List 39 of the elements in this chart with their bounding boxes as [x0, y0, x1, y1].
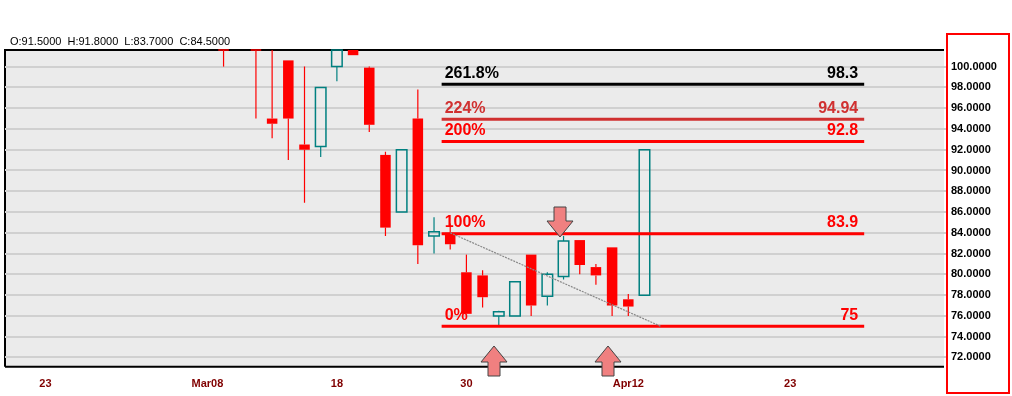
x-tick-label: 30 [460, 377, 473, 390]
annotation: 100% [444, 213, 486, 231]
y-tick-label: 94.0000 [951, 121, 991, 134]
ref-line-label: 75 [840, 305, 859, 323]
y-tick-label: 96.0000 [951, 101, 991, 114]
annotation: 261.8% [444, 63, 499, 81]
x-tick-label: Apr12 [612, 377, 644, 390]
x-tick-label: 23 [39, 377, 52, 390]
y-tick-label: 80.0000 [951, 267, 991, 280]
y-tick-label: 72.0000 [951, 350, 991, 363]
text: O:91.5000 H:91.8000 L:83.7000 C:84.5000 [10, 34, 231, 47]
candlestick [249, 49, 262, 120]
candlestick [428, 216, 441, 255]
x-tick-label: 23 [784, 377, 797, 390]
annotation: 200% [444, 120, 486, 138]
y-tick-label: 78.0000 [951, 288, 991, 301]
annotation: 224% [444, 98, 486, 116]
candlestick [590, 263, 602, 286]
y-tick-label: 82.0000 [951, 246, 991, 259]
candlestick [266, 49, 278, 139]
ref-line-label: 83.9 [827, 213, 859, 231]
x-tick-label: 18 [330, 377, 344, 390]
y-tick-label: 88.0000 [951, 184, 991, 197]
x-tick-label: Mar08 [191, 377, 224, 390]
candlestick [412, 88, 424, 265]
ref-line-label: 94.94 [818, 98, 859, 116]
y-tick-label: 90.0000 [951, 163, 991, 176]
y-tick-label: 74.0000 [951, 329, 991, 342]
y-tick-label: 84.0000 [951, 225, 991, 238]
ref-line-label: 98.3 [827, 63, 859, 81]
y-tick-label: 92.0000 [951, 142, 991, 155]
candlestick [606, 247, 618, 317]
ref-line-label: 92.8 [827, 120, 859, 138]
y-tick-label: 98.0000 [951, 80, 991, 93]
y-tick-label: 76.0000 [951, 308, 991, 321]
candlestick [283, 60, 294, 161]
y-tick-label: 100.0000 [951, 59, 997, 72]
y-tick-label: 86.0000 [951, 205, 991, 218]
candlestick [299, 66, 310, 204]
